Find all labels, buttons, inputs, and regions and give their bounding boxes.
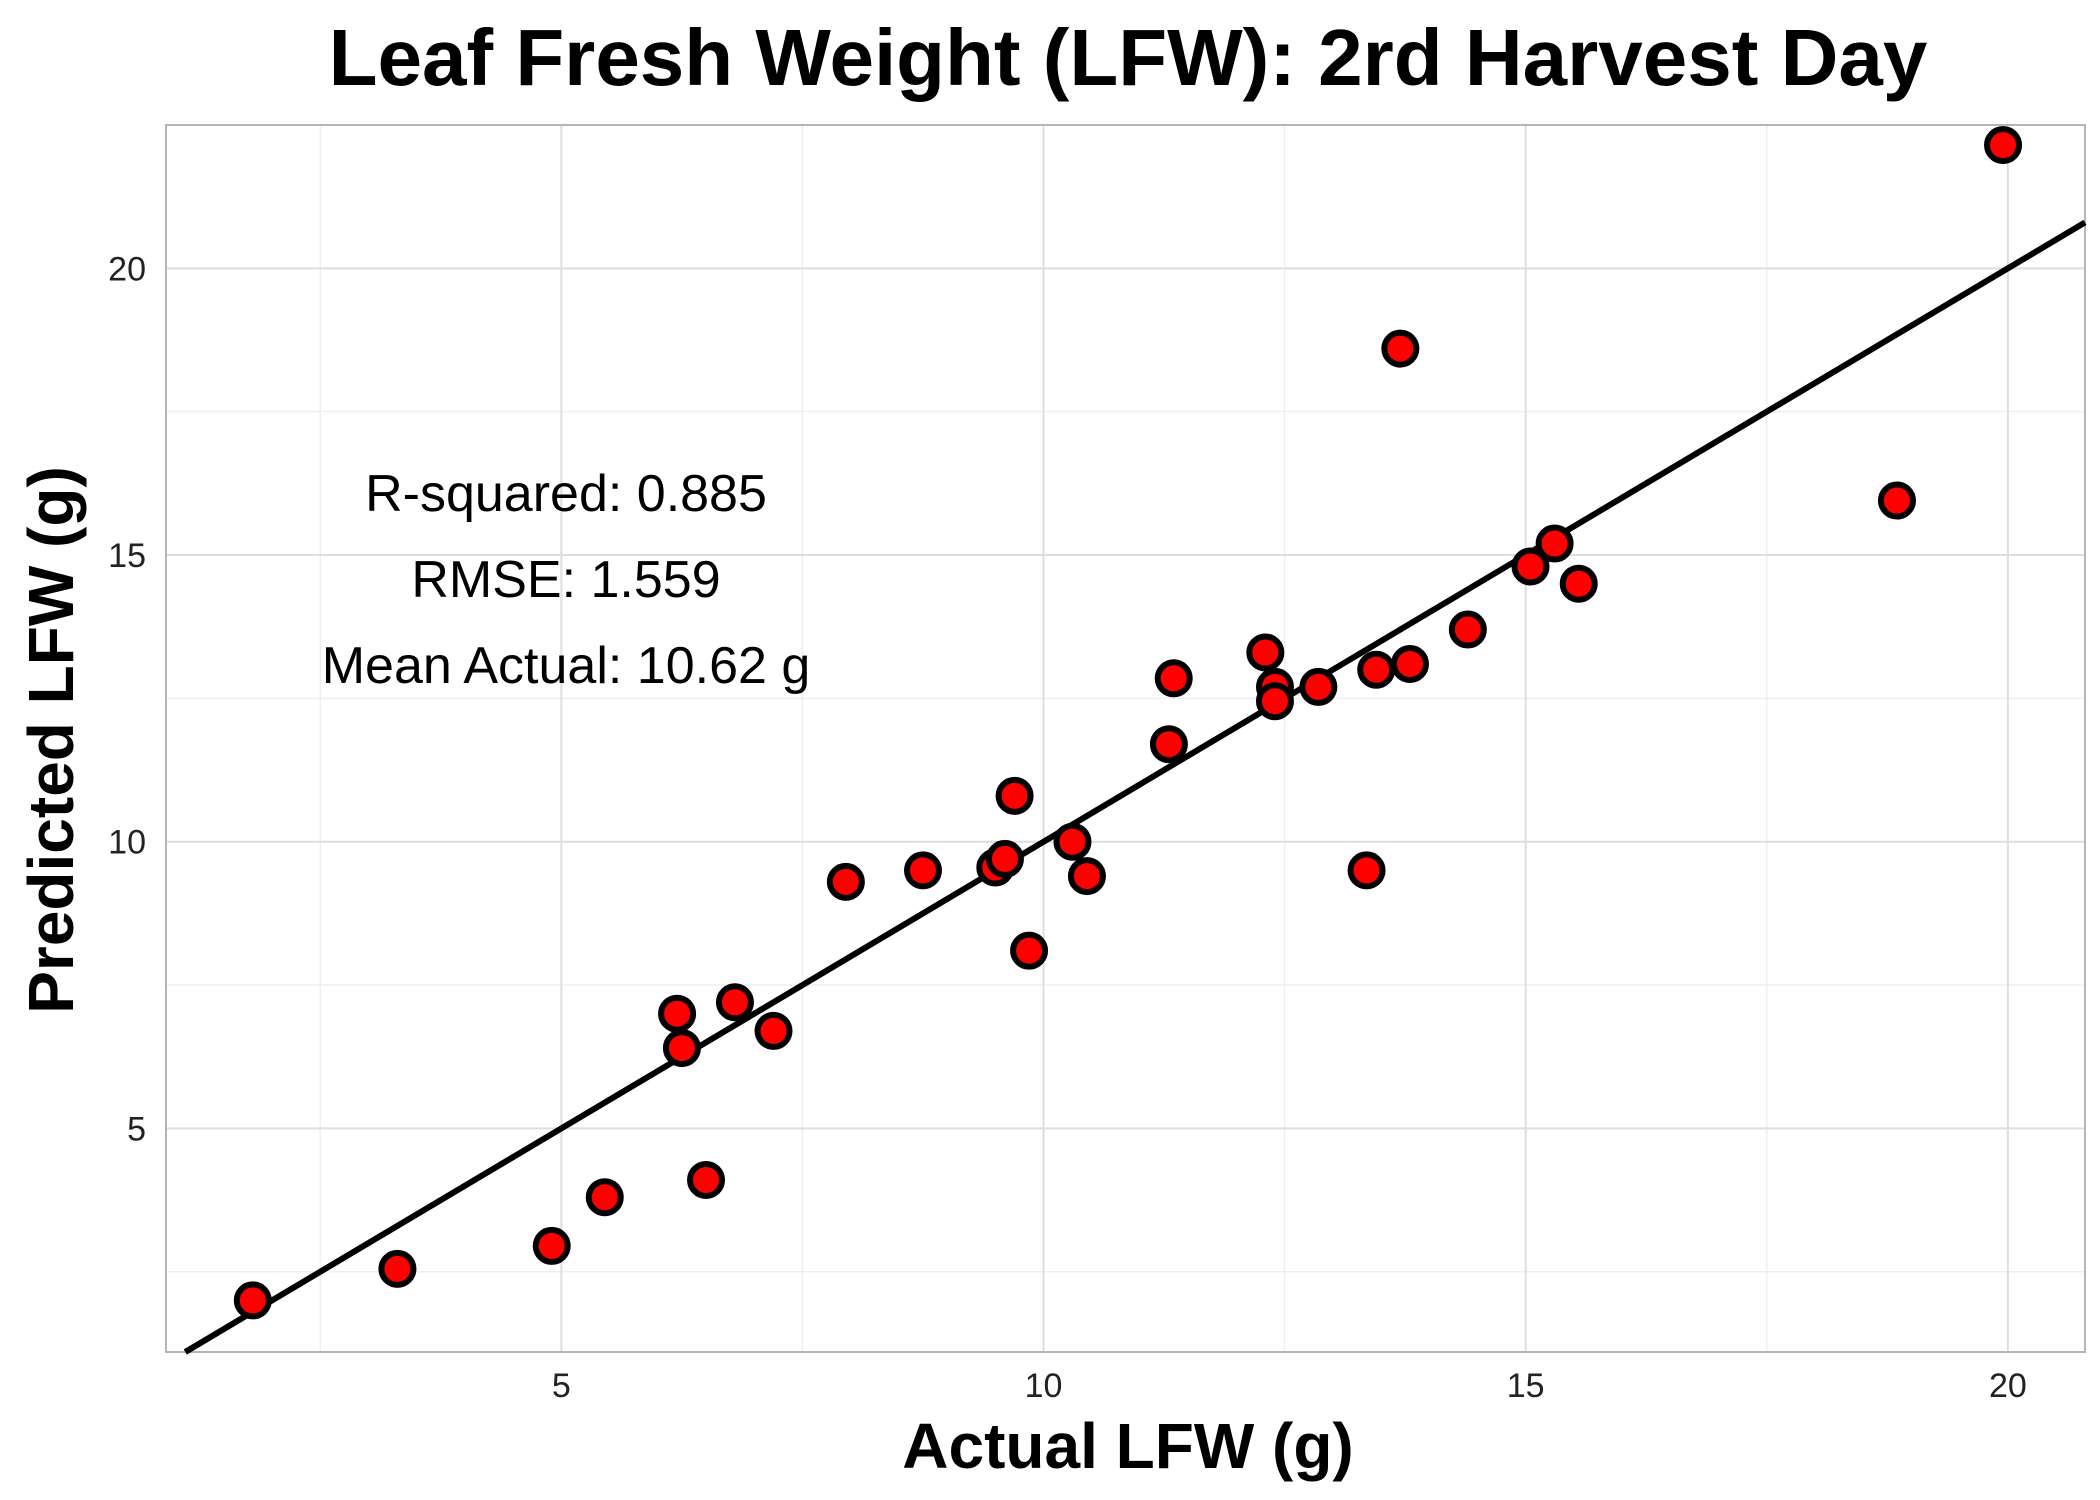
data-point xyxy=(995,776,1034,815)
annotation-line: R-squared: 0.885 xyxy=(365,465,767,523)
reference-line xyxy=(183,219,2087,1355)
data-point xyxy=(233,1281,272,1320)
x-tick-label: 10 xyxy=(1025,1367,1063,1405)
data-points xyxy=(233,126,2023,1320)
data-point xyxy=(1053,822,1092,861)
y-tick-label: 15 xyxy=(108,537,146,575)
data-point xyxy=(1511,547,1550,586)
data-point xyxy=(715,983,754,1022)
data-point xyxy=(1347,851,1386,890)
chart-title: Leaf Fresh Weight (LFW): 2rd Harvest Day xyxy=(329,13,1928,102)
data-point xyxy=(754,1011,793,1050)
x-tick-label: 5 xyxy=(552,1367,571,1405)
data-point xyxy=(1255,682,1294,721)
data-point xyxy=(1877,481,1916,520)
data-point xyxy=(1984,126,2023,165)
data-point xyxy=(1010,931,1049,970)
data-point xyxy=(1448,610,1487,649)
data-point xyxy=(1067,857,1106,896)
annotations: R-squared: 0.885 RMSE: 1.559 Mean Actual: … xyxy=(322,465,811,695)
y-tick-label: 5 xyxy=(127,1110,146,1148)
y-axis-title: Predicted LFW (g) xyxy=(15,466,87,1014)
data-point xyxy=(1357,650,1396,689)
data-point xyxy=(1299,667,1338,706)
y-tick-label: 10 xyxy=(108,824,146,862)
data-point xyxy=(585,1178,624,1217)
data-point xyxy=(1246,633,1285,672)
data-point xyxy=(826,862,865,901)
x-tick-label: 15 xyxy=(1507,1367,1545,1405)
data-point xyxy=(1535,524,1574,563)
data-point xyxy=(662,1029,701,1068)
axis-ticks: 5 10 15 20 5 10 15 20 xyxy=(108,250,2027,1405)
data-point xyxy=(658,994,697,1033)
y-tick-label: 20 xyxy=(108,250,146,288)
data-point xyxy=(903,851,942,890)
annotation-line: Mean Actual: 10.62 g xyxy=(322,637,811,695)
data-point xyxy=(687,1160,726,1199)
data-point xyxy=(532,1226,571,1265)
data-point xyxy=(1154,659,1193,698)
data-point xyxy=(378,1249,417,1288)
data-point xyxy=(1390,644,1429,683)
grid xyxy=(166,124,2085,1352)
data-point xyxy=(1149,725,1188,764)
data-point xyxy=(985,839,1024,878)
x-axis-title: Actual LFW (g) xyxy=(902,1410,1353,1482)
annotation-line: RMSE: 1.559 xyxy=(411,551,720,609)
plot-panel-border xyxy=(165,124,2086,1353)
data-point xyxy=(1559,564,1598,603)
x-tick-label: 20 xyxy=(1989,1367,2027,1405)
data-point xyxy=(1381,329,1420,368)
